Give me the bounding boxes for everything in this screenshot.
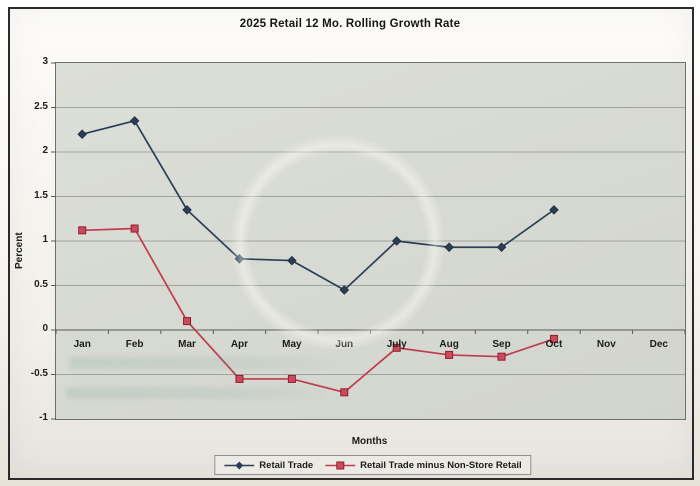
data-point-marker [234,254,245,264]
legend-item-non-store: Retail Trade minus Non-Store Retail [325,460,522,471]
data-point-marker [77,129,87,139]
data-point-marker [78,226,87,235]
x-tick-label: Dec [649,339,668,350]
data-point-marker [183,317,192,326]
y-tick-label: 2 [42,145,48,156]
data-point-marker [182,205,192,215]
y-tick-label: 1 [42,234,48,245]
data-point-marker [392,343,401,352]
legend: Retail Trade Retail Trade minus Non-Stor… [214,455,532,475]
data-point-marker [130,224,139,233]
x-tick-label: Mar [178,339,196,350]
plot-area: Jan Feb Mar Apr May Jun July Aug Sep Oct Nov Dec [51,62,686,420]
series-line [82,227,555,394]
legend-label-retail-trade: Retail Trade [259,459,314,471]
data-point-marker [129,116,140,126]
series-line [81,119,555,291]
x-tick-label: Oct [545,339,563,350]
legend-label-non-store: Retail Trade minus Non-Store Retail [360,459,522,471]
x-tick-label: Apr [230,339,249,350]
data-point-marker [445,350,454,359]
legend-item-retail-trade: Retail Trade [224,460,313,471]
non-store-square-marker-icon [325,461,356,469]
data-point-marker [496,242,507,252]
y-tick-label: 0 [42,323,48,334]
y-axis-title: Percent [14,232,25,269]
x-tick-label: Feb [125,339,144,350]
x-axis-title: Months [351,436,388,447]
x-tick-label: Jun [335,339,354,350]
chart-title: 2025 Retail 12 Mo. Rolling Growth Rate [239,18,461,30]
data-point-marker [391,236,402,246]
y-tick-label: 0.5 [34,278,48,290]
x-tick-label: Aug [439,339,459,350]
x-tick-label: Sep [492,339,511,350]
y-tick-label: -0.5 [30,367,48,379]
data-point-marker [235,374,244,383]
data-point-marker [444,242,454,252]
retail-trade-diamond-marker-icon [224,461,255,469]
y-tick-label: -1 [39,412,48,423]
data-point-marker [339,285,350,295]
data-point-marker [549,205,559,215]
data-point-marker [497,352,506,361]
data-point-marker [287,374,296,383]
data-point-marker [549,334,558,343]
data-point-marker [340,388,349,397]
x-tick-label: July [386,339,407,350]
y-tick-label: 1.5 [34,189,48,201]
y-tick-label: 2.5 [34,100,48,112]
data-point-marker [287,255,297,266]
y-tick-label: 3 [42,56,48,67]
x-tick-label: Nov [596,339,616,350]
x-tick-label: Jan [73,339,91,350]
x-tick-label: May [282,339,302,350]
plot-svg [51,62,686,420]
